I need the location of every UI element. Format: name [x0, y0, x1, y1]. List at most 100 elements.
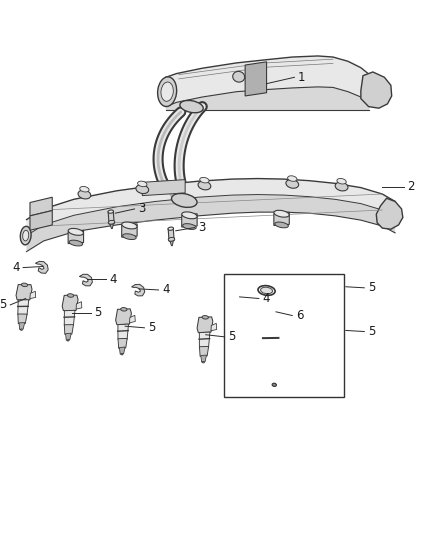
Ellipse shape [69, 240, 83, 246]
Ellipse shape [337, 179, 346, 184]
Polygon shape [142, 180, 185, 196]
Ellipse shape [335, 182, 348, 191]
Polygon shape [120, 347, 125, 354]
Polygon shape [27, 179, 395, 236]
Polygon shape [376, 198, 403, 229]
Polygon shape [263, 349, 277, 364]
Polygon shape [27, 195, 395, 252]
Polygon shape [19, 322, 25, 329]
Ellipse shape [68, 229, 84, 235]
Ellipse shape [108, 210, 113, 213]
Polygon shape [76, 302, 82, 309]
Polygon shape [166, 87, 369, 111]
Ellipse shape [172, 193, 197, 207]
Polygon shape [265, 362, 273, 372]
Text: 5: 5 [148, 321, 155, 334]
Polygon shape [16, 285, 32, 300]
Polygon shape [168, 229, 174, 241]
Ellipse shape [121, 353, 123, 355]
Ellipse shape [138, 181, 147, 187]
Ellipse shape [202, 361, 205, 363]
Ellipse shape [275, 222, 288, 228]
Polygon shape [211, 324, 217, 331]
Polygon shape [30, 197, 52, 216]
Polygon shape [108, 212, 114, 224]
Ellipse shape [198, 181, 211, 190]
Text: 3: 3 [198, 221, 205, 234]
Ellipse shape [67, 294, 74, 297]
Polygon shape [199, 332, 210, 348]
Ellipse shape [161, 82, 173, 101]
Ellipse shape [123, 234, 136, 239]
Polygon shape [131, 285, 145, 296]
Text: 1: 1 [298, 71, 305, 84]
Polygon shape [66, 333, 71, 340]
Text: 5: 5 [228, 330, 235, 343]
Ellipse shape [122, 222, 137, 229]
Polygon shape [201, 355, 206, 362]
Ellipse shape [202, 316, 208, 319]
Polygon shape [30, 211, 52, 230]
Ellipse shape [20, 227, 31, 245]
Polygon shape [18, 300, 29, 315]
Polygon shape [130, 316, 135, 323]
Polygon shape [232, 291, 245, 303]
Ellipse shape [268, 304, 278, 309]
FancyBboxPatch shape [224, 274, 344, 397]
Polygon shape [261, 306, 284, 328]
Polygon shape [116, 309, 131, 325]
Ellipse shape [20, 329, 22, 330]
Text: 5: 5 [368, 325, 375, 338]
Ellipse shape [200, 177, 209, 183]
Ellipse shape [272, 383, 276, 386]
Ellipse shape [182, 212, 197, 219]
Polygon shape [263, 328, 279, 351]
Polygon shape [35, 261, 48, 273]
Polygon shape [64, 310, 75, 326]
Polygon shape [122, 224, 137, 237]
Ellipse shape [136, 185, 148, 193]
Polygon shape [281, 316, 289, 327]
Text: 4: 4 [109, 273, 117, 286]
Text: 6: 6 [296, 309, 303, 322]
Ellipse shape [78, 190, 91, 199]
Text: 4: 4 [262, 292, 270, 305]
Text: 2: 2 [407, 180, 415, 193]
Polygon shape [118, 324, 128, 340]
Polygon shape [197, 317, 213, 333]
Polygon shape [64, 325, 74, 334]
Polygon shape [18, 314, 27, 324]
Ellipse shape [183, 224, 196, 229]
Ellipse shape [180, 100, 203, 113]
Ellipse shape [108, 220, 115, 224]
Ellipse shape [23, 230, 29, 241]
Polygon shape [170, 241, 173, 246]
Text: 4: 4 [12, 261, 20, 274]
Ellipse shape [267, 371, 270, 373]
Text: 5: 5 [94, 306, 102, 319]
Ellipse shape [168, 227, 173, 230]
Polygon shape [166, 56, 369, 107]
Polygon shape [274, 212, 289, 225]
Polygon shape [245, 62, 267, 96]
Polygon shape [62, 295, 78, 311]
Text: 5: 5 [368, 281, 375, 294]
Polygon shape [118, 338, 127, 349]
Polygon shape [30, 292, 35, 298]
Ellipse shape [67, 340, 69, 341]
Polygon shape [199, 346, 208, 357]
Polygon shape [182, 214, 197, 227]
Polygon shape [68, 230, 84, 244]
Polygon shape [79, 274, 92, 286]
Ellipse shape [80, 187, 89, 192]
Ellipse shape [274, 211, 289, 217]
Text: 5: 5 [0, 298, 7, 311]
Ellipse shape [21, 283, 28, 287]
Text: 3: 3 [138, 203, 145, 215]
Ellipse shape [158, 77, 177, 107]
Polygon shape [110, 224, 113, 229]
Ellipse shape [233, 71, 245, 82]
Ellipse shape [168, 237, 175, 241]
Ellipse shape [286, 180, 299, 188]
Text: 4: 4 [162, 284, 170, 296]
